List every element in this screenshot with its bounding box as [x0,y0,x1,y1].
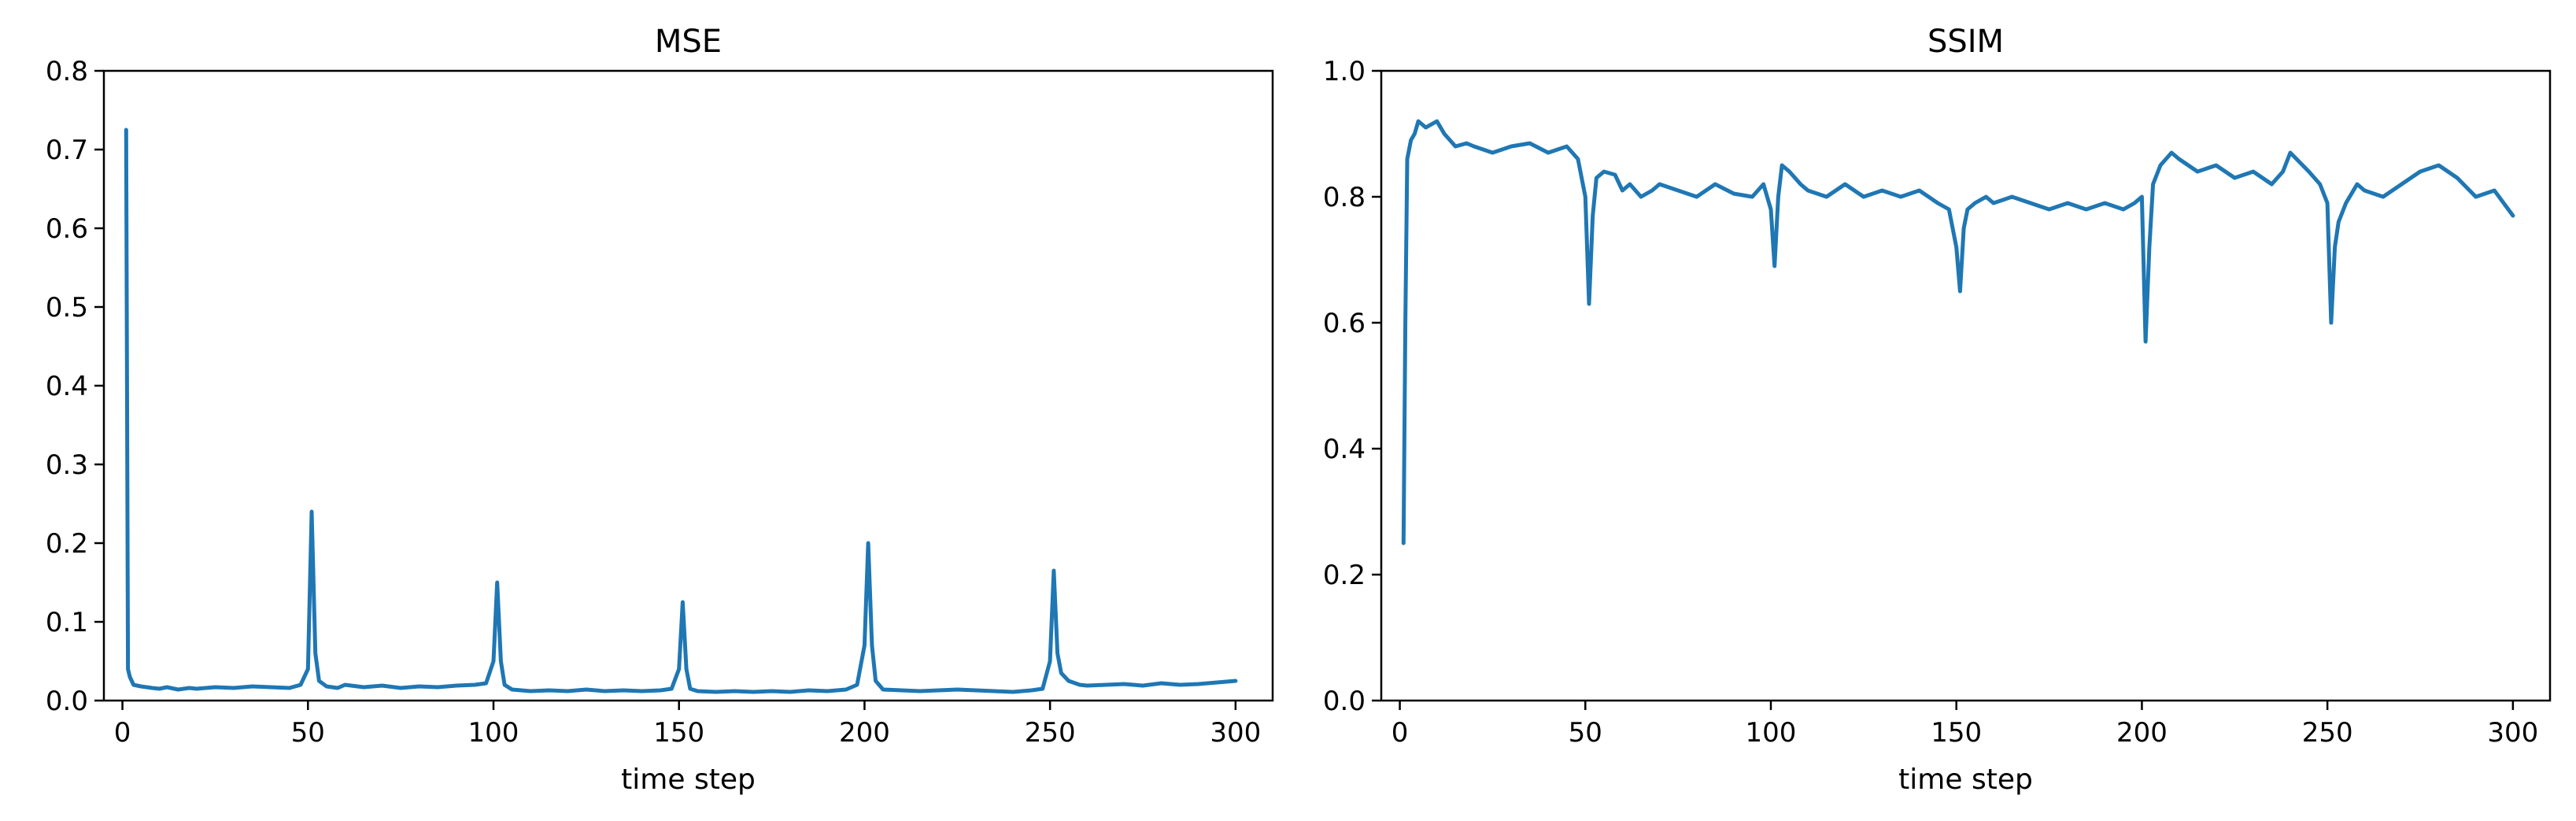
y-tick-label: 0.2 [46,528,88,560]
x-tick-label: 100 [1746,717,1797,749]
y-tick-label: 1.0 [1323,56,1366,87]
x-tick-label: 50 [1569,717,1602,749]
x-tick-label: 0 [1391,717,1409,749]
x-tick-label: 50 [291,717,325,749]
chart-title: MSE [655,24,722,60]
y-tick-label: 0.4 [1323,434,1366,465]
x-tick-label: 250 [1025,717,1076,749]
x-tick-label: 300 [1210,717,1261,749]
x-tick-label: 150 [653,717,704,749]
y-tick-label: 0.8 [1323,182,1366,213]
axes-frame [102,69,1274,702]
y-tick-label: 0.6 [1323,308,1366,339]
axes-frame [1380,69,2552,702]
tick-group: 0 50 100 150 200 250 300 0.0 0.1 0.2 0.3 0.4 0.5 0.6 0… [46,56,1261,749]
y-tick-label: 0.0 [46,686,88,717]
x-axis-label: time step [1898,764,2033,796]
tick-group: 0 50 100 150 200 250 300 0.0 0.2 0.4 0.6 0.8 1.0 [1323,56,2538,749]
y-tick-label: 0.1 [46,607,88,638]
x-tick-label: 200 [839,717,890,749]
y-tick-label: 0.7 [46,135,88,166]
series-line [1401,119,2515,545]
x-axis-label: time step [621,764,756,796]
series-line [124,128,1238,694]
chart-title: SSIM [1927,24,2004,60]
y-tick-label: 0.2 [1323,560,1366,591]
ssim-chart: SSIM 0 50 100 150 200 250 300 0.0 0.2 0.4 0.6 0.8 1.… [1323,24,2552,796]
y-tick-label: 0.8 [46,56,88,87]
x-tick-label: 300 [2487,717,2538,749]
mse-chart: MSE 0 50 100 150 200 250 300 0.0 0.1 0.2 0.3 0.4 0.5… [46,24,1274,796]
y-tick-label: 0.6 [46,213,88,245]
y-tick-label: 0.4 [46,371,88,402]
x-tick-label: 250 [2302,717,2353,749]
x-tick-label: 150 [1931,717,1982,749]
x-tick-label: 200 [2116,717,2168,749]
y-tick-label: 0.5 [46,292,88,324]
x-tick-label: 0 [114,717,131,749]
y-tick-label: 0.3 [46,449,88,481]
x-tick-label: 100 [468,717,519,749]
y-tick-label: 0.0 [1323,686,1366,717]
